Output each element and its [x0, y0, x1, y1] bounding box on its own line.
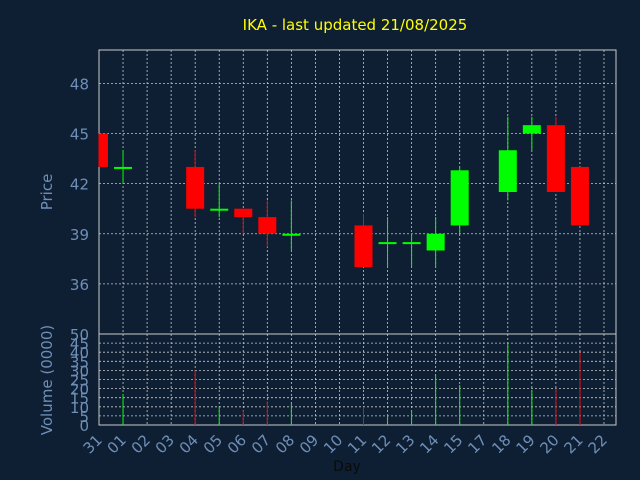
volume-y-tick: 10 — [70, 399, 89, 417]
x-tick-label: 08 — [272, 431, 298, 457]
volume-y-tick: 20 — [70, 381, 89, 399]
x-tick-label: 21 — [561, 431, 587, 457]
price-y-tick: 36 — [70, 276, 89, 294]
candle-body — [522, 125, 541, 134]
volume-y-tick: 45 — [70, 335, 89, 353]
x-tick-label: 04 — [176, 431, 202, 457]
x-tick-label: 20 — [536, 431, 562, 457]
candle-body — [186, 166, 205, 209]
price-y-tick: 48 — [70, 75, 89, 93]
x-tick-label: 17 — [464, 431, 490, 457]
price-plot-frame — [98, 49, 617, 335]
volume-y-tick: 30 — [70, 362, 89, 380]
x-tick-label: 22 — [585, 431, 611, 457]
x-tick-label: 07 — [248, 431, 274, 457]
x-tick-label: 14 — [416, 431, 442, 457]
volume-y-tick: 5 — [79, 408, 89, 426]
x-tick-label: 02 — [128, 431, 154, 457]
candle-body — [114, 166, 133, 169]
x-tick-label: 06 — [224, 431, 250, 457]
candle-body — [570, 166, 589, 226]
candle-body — [282, 233, 301, 236]
price-y-tick: 39 — [70, 226, 89, 244]
candle-body — [354, 225, 373, 268]
volume-y-tick: 15 — [70, 390, 89, 408]
candle-body — [450, 170, 469, 226]
candle-body — [546, 125, 565, 192]
x-tick-label: 15 — [440, 431, 466, 457]
candle-body — [234, 208, 253, 218]
volume-grid — [98, 333, 616, 426]
x-tick-label: 31 — [80, 431, 106, 457]
volume-y-tick: 35 — [70, 353, 89, 371]
price-y-ticks: 36 39 42 45 48 — [70, 75, 89, 293]
x-tick-label: 12 — [368, 431, 394, 457]
price-y-tick: 42 — [70, 176, 89, 194]
volume-y-tick: 50 — [70, 326, 89, 344]
x-tick-label: 09 — [296, 431, 322, 457]
price-y-tick: 45 — [70, 126, 89, 144]
volume-y-tick: 25 — [70, 372, 89, 390]
candle-body — [99, 133, 108, 167]
volume-bars — [122, 343, 581, 425]
price-grid — [98, 50, 616, 334]
candle-body — [426, 233, 445, 251]
volume-axis-label: Volume (0000) — [38, 325, 56, 435]
chart-title: IKA - last updated 21/08/2025 — [243, 16, 468, 34]
candle-body — [210, 208, 229, 211]
x-tick-label: 05 — [200, 431, 226, 457]
x-tick-label: 03 — [152, 431, 178, 457]
candle-body — [378, 242, 397, 245]
x-tick-label: 19 — [512, 431, 538, 457]
price-axis-label: Price — [38, 174, 56, 211]
x-axis-label: Day — [333, 459, 361, 475]
volume-y-tick: 40 — [70, 344, 89, 362]
volume-y-tick: 0 — [79, 417, 89, 435]
candlesticks — [98, 116, 589, 268]
candle-body — [402, 242, 421, 245]
candle-body — [258, 217, 277, 234]
x-tick-label: 10 — [320, 431, 346, 457]
x-tick-label: 18 — [488, 431, 514, 457]
candle-body — [498, 150, 517, 192]
x-tick-label: 13 — [392, 431, 418, 457]
x-tick-labels: 3101020304050607080910111213141517181920… — [80, 431, 611, 457]
x-tick-label: 01 — [104, 431, 130, 457]
x-tick-label: 11 — [344, 431, 370, 457]
